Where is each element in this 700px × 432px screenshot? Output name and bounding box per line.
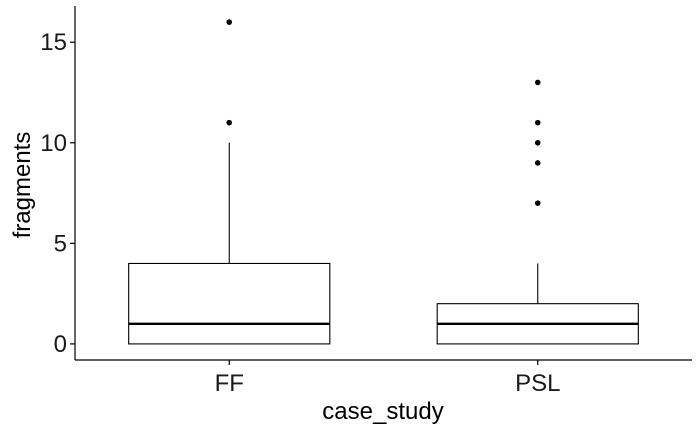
y-tick-label: 5 <box>54 230 67 257</box>
outlier-point <box>226 119 233 126</box>
y-tick-label: 15 <box>40 29 67 56</box>
y-tick-label: 10 <box>40 130 67 157</box>
x-ticks: FF PSL <box>215 360 560 397</box>
outlier-point <box>534 139 541 146</box>
y-ticks: 0 5 10 15 <box>40 29 75 358</box>
y-axis-title: fragments <box>9 132 36 239</box>
box-psl <box>436 79 639 345</box>
x-axis-title: case_study <box>322 398 443 425</box>
box-ff <box>128 19 331 345</box>
x-tick-label: PSL <box>515 370 560 397</box>
boxes <box>128 19 639 345</box>
outlier-point <box>534 160 541 166</box>
x-tick-label: FF <box>215 370 244 397</box>
outlier-point <box>534 200 541 206</box>
outlier-point <box>226 19 233 25</box>
y-tick-label: 0 <box>54 331 67 358</box>
box-body <box>128 262 331 345</box>
axes <box>74 6 692 361</box>
outlier-point <box>534 119 541 126</box>
outlier-point <box>534 79 541 86</box>
